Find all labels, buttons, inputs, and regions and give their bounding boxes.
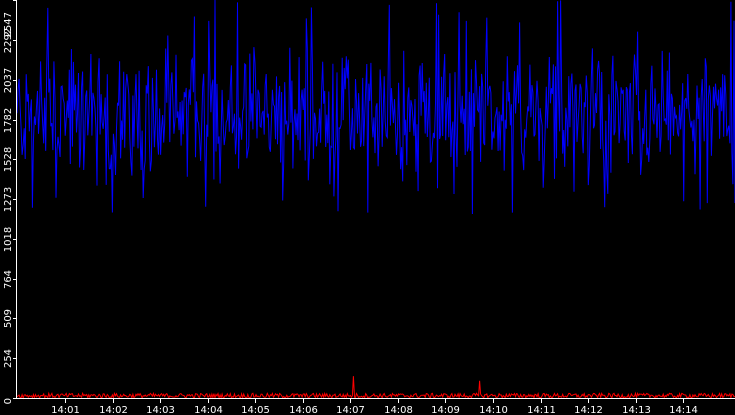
- x-tick-label: 14:07: [336, 405, 365, 415]
- x-tick-label: 14:06: [289, 405, 318, 415]
- series-line-red: [16, 376, 735, 400]
- y-tick-label: 1528: [3, 147, 14, 172]
- x-tick-label: 14:13: [622, 405, 651, 415]
- y-tick-label: 1018: [3, 227, 14, 252]
- y-tick-label: 254: [3, 349, 14, 368]
- x-tick-label: 14:09: [431, 405, 460, 415]
- x-tick-label: 14:02: [99, 405, 128, 415]
- x-tick-label: 14:03: [146, 405, 175, 415]
- y-tick-label: 1782: [3, 108, 14, 133]
- x-tick-label: 14:01: [51, 405, 80, 415]
- y-tick-label: 2292: [3, 28, 14, 53]
- x-axis-ticks: 14:01 14:02 14:03 14:04 14:05 14:06 14:07 14:08…: [51, 398, 698, 415]
- x-tick-label: 14:12: [574, 405, 603, 415]
- series-line-blue: [16, 0, 735, 215]
- y-tick-label: 764: [3, 270, 14, 289]
- y-tick-label: 2547: [3, 12, 14, 37]
- series-layer: [16, 0, 735, 400]
- x-tick-label: 14:04: [194, 405, 223, 415]
- y-tick-label: 2037: [3, 68, 14, 93]
- y-tick-label: 0: [3, 398, 14, 404]
- x-tick-label: 14:11: [527, 405, 556, 415]
- y-tick-label: 509: [3, 309, 14, 328]
- x-tick-label: 14:10: [479, 405, 508, 415]
- x-tick-label: 14:08: [384, 405, 413, 415]
- x-tick-label: 14:05: [241, 405, 270, 415]
- y-tick-label: 1273: [3, 187, 14, 212]
- x-tick-label: 14:14: [669, 405, 698, 415]
